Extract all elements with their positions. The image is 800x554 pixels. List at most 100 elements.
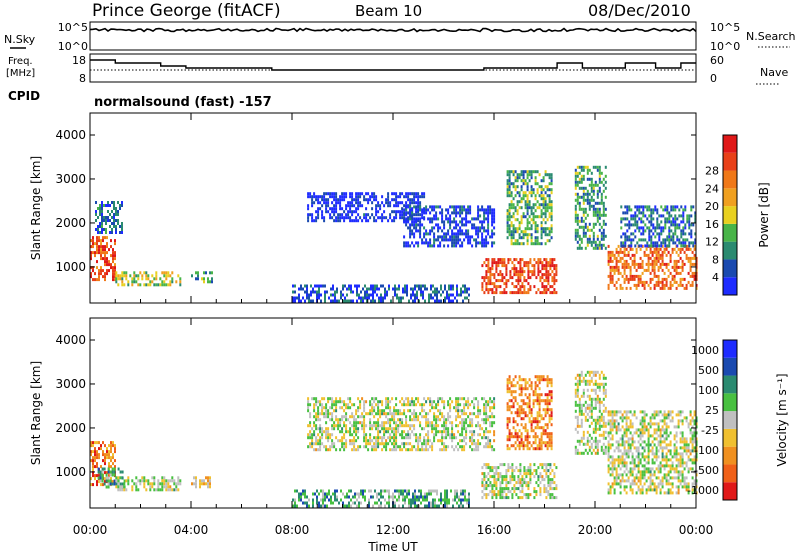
time-axis-label: Time UT	[367, 540, 418, 554]
velocity-colorbar-swatch	[723, 446, 737, 465]
noise-sky-line	[89, 27, 697, 33]
power-colorbar-tick: 24	[705, 182, 719, 195]
power-region	[115, 271, 182, 287]
time-tick-label: 04:00	[174, 523, 209, 537]
station-title: Prince George (fitACF)	[92, 1, 281, 21]
time-tick-label: 12:00	[376, 523, 411, 537]
power-region	[481, 258, 558, 295]
nave-tick-bottom: 0	[710, 72, 717, 85]
velocity-ytick-label: 1000	[55, 465, 86, 479]
power-colorbar-label: Power [dB]	[757, 182, 771, 247]
frequency-line	[90, 59, 696, 71]
velocity-colorbar-tick: -500	[694, 464, 719, 477]
velocity-data	[90, 370, 698, 508]
nsearch-tick-bottom: 10^0	[710, 40, 740, 53]
velocity-colorbar-swatch	[723, 375, 737, 394]
freq-panel: Freq. [MHz] 18 8 60 0 Nave	[6, 53, 788, 85]
velocity-region	[607, 410, 698, 495]
time-tick-label: 16:00	[477, 523, 512, 537]
velocity-colorbar: 1000 500 100 25 -25 -100 -500 -1000	[687, 339, 738, 501]
power-colorbar-tick: 12	[705, 236, 719, 249]
velocity-colorbar-tick: 100	[698, 384, 719, 397]
freq-label: Freq.	[8, 56, 33, 67]
velocity-colorbar-tick: -100	[694, 444, 719, 457]
power-ytick-label: 2000	[55, 216, 86, 230]
velocity-ytick-label: 3000	[55, 377, 86, 391]
freq-unit-label: [MHz]	[6, 68, 35, 79]
nsky-label: N.Sky	[4, 33, 36, 46]
power-y-axis: 1000 2000 3000 4000	[55, 128, 696, 274]
velocity-colorbar-tick: -1000	[687, 484, 719, 497]
nsky-tick-bottom: 10^0	[58, 40, 88, 53]
power-colorbar-swatch	[723, 259, 737, 278]
noise-panel: N.Sky 10^5 10^0 10^5 10^0 N.Search	[4, 21, 796, 53]
power-colorbar-swatch	[723, 170, 737, 189]
velocity-region	[506, 375, 553, 451]
power-colorbar: 4 8 12 16 20 24 28	[705, 134, 738, 296]
power-ytick-label: 4000	[55, 128, 86, 142]
nsearch-tick-top: 10^5	[710, 21, 740, 34]
velocity-colorbar-tick: 25	[705, 404, 719, 417]
power-data	[90, 165, 698, 303]
power-panel: 1000 2000 3000 4000 Slant Range [km] 4 8 12 16…	[29, 112, 771, 304]
velocity-colorbar-tick: 500	[698, 364, 719, 377]
time-tick-label: 20:00	[578, 523, 613, 537]
power-colorbar-swatch	[723, 241, 737, 260]
velocity-colorbar-label: Velocity [m s⁻¹]	[775, 373, 789, 466]
velocity-colorbar-swatch	[723, 428, 737, 447]
cpid-label: CPID	[8, 89, 40, 103]
velocity-region	[191, 476, 211, 489]
freq-tick-top: 18	[72, 54, 86, 67]
nsearch-label: N.Search	[746, 30, 796, 43]
velocity-colorbar-swatch	[723, 464, 737, 483]
velocity-ytick-label: 2000	[55, 421, 86, 435]
power-colorbar-tick: 28	[705, 165, 719, 178]
power-colorbar-swatch	[723, 223, 737, 242]
cpid-program: normalsound (fast) -157	[94, 95, 272, 110]
power-colorbar-swatch	[723, 135, 737, 153]
velocity-colorbar-swatch	[723, 357, 737, 376]
power-colorbar-swatch	[723, 277, 737, 295]
power-region	[191, 271, 213, 284]
time-axis: 00:00 04:00 08:00 12:00 16:00 20:00 00:00	[73, 113, 714, 537]
power-colorbar-swatch	[723, 188, 737, 207]
power-colorbar-tick: 4	[712, 271, 719, 284]
velocity-colorbar-tick: -25	[701, 424, 719, 437]
nave-tick-top: 60	[710, 54, 724, 67]
power-colorbar-tick: 16	[705, 218, 719, 231]
power-region	[506, 170, 553, 246]
velocity-colorbar-swatch	[723, 482, 737, 500]
power-ytick-label: 3000	[55, 172, 86, 186]
nsky-tick-top: 10^5	[58, 21, 88, 34]
velocity-region	[481, 463, 558, 500]
power-ylabel: Slant Range [km]	[29, 156, 43, 260]
velocity-ytick-label: 4000	[55, 333, 86, 347]
time-tick-label: 08:00	[275, 523, 310, 537]
velocity-y-axis: 1000 2000 3000 4000	[55, 333, 696, 479]
velocity-colorbar-swatch	[723, 340, 737, 358]
power-region	[95, 201, 123, 234]
velocity-colorbar-swatch	[723, 411, 737, 429]
beam-label: Beam 10	[355, 2, 422, 20]
nave-label: Nave	[760, 66, 788, 79]
power-colorbar-tick: 8	[712, 253, 719, 266]
power-region	[403, 205, 496, 248]
power-region	[574, 165, 607, 250]
power-ytick-label: 1000	[55, 260, 86, 274]
power-colorbar-swatch	[723, 152, 737, 171]
power-region	[607, 244, 698, 290]
date-label: 08/Dec/2010	[588, 1, 691, 20]
power-colorbar-swatch	[723, 206, 737, 224]
power-region	[620, 205, 697, 248]
velocity-region	[115, 476, 182, 492]
power-region	[292, 284, 470, 303]
power-region	[90, 236, 116, 282]
freq-tick-bottom: 8	[79, 72, 86, 85]
power-colorbar-tick: 20	[705, 200, 719, 213]
time-tick-label: 00:00	[679, 523, 714, 537]
velocity-region	[307, 397, 496, 452]
velocity-panel: 1000 2000 3000 4000 Slant Range [km] 1000 50…	[29, 317, 789, 509]
velocity-colorbar-tick: 1000	[691, 344, 719, 357]
velocity-region	[574, 370, 607, 455]
